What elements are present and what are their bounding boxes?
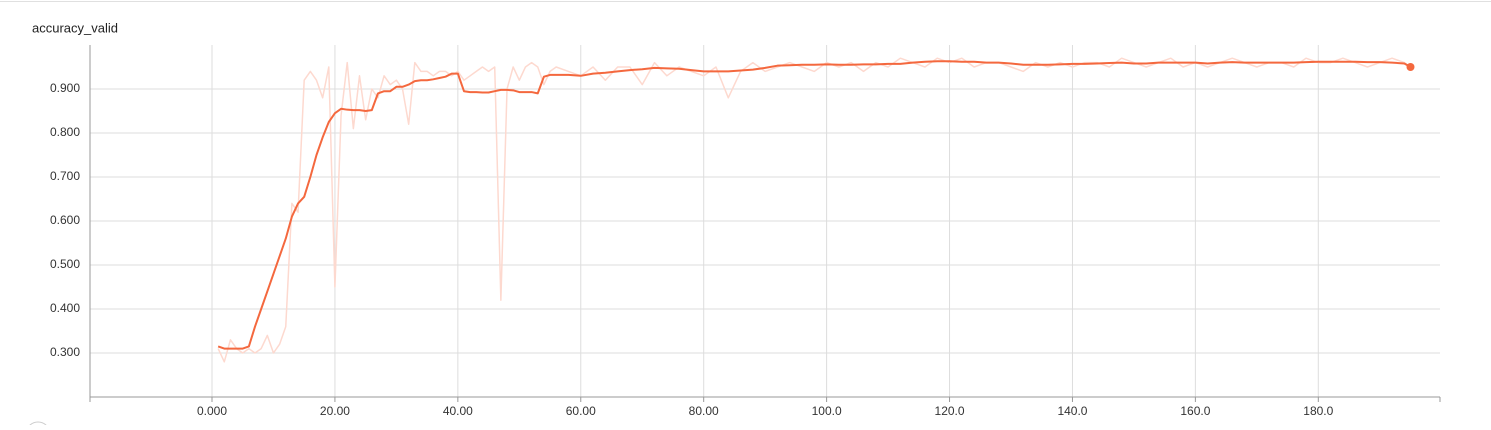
x-tick-label: 20.00 (320, 404, 350, 418)
x-tick-label: 180.0 (1303, 404, 1333, 418)
series-line (217, 57, 1411, 363)
y-tick-label: 0.900 (50, 81, 80, 95)
y-tick-label: 0.400 (50, 301, 80, 315)
card-control[interactable] (26, 421, 50, 430)
y-tick-label: 0.500 (50, 257, 80, 271)
y-tick-label: 0.700 (50, 169, 80, 183)
x-tick-label: 160.0 (1180, 404, 1210, 418)
y-tick-label: 0.600 (50, 213, 80, 227)
x-tick-label: 140.0 (1057, 404, 1087, 418)
x-tick-label: 40.00 (443, 404, 473, 418)
end-point (1406, 63, 1415, 71)
series-line (217, 60, 1411, 350)
chart-title: accuracy_valid (32, 20, 118, 35)
x-tick-label: 120.0 (935, 404, 965, 418)
x-tick-label: 60.00 (566, 404, 596, 418)
y-tick-label: 0.300 (50, 345, 80, 359)
x-tick-label: 0.000 (197, 404, 227, 418)
y-tick-label: 0.800 (50, 125, 80, 139)
x-tick-label: 100.0 (812, 404, 842, 418)
x-tick-label: 80.00 (689, 404, 719, 418)
